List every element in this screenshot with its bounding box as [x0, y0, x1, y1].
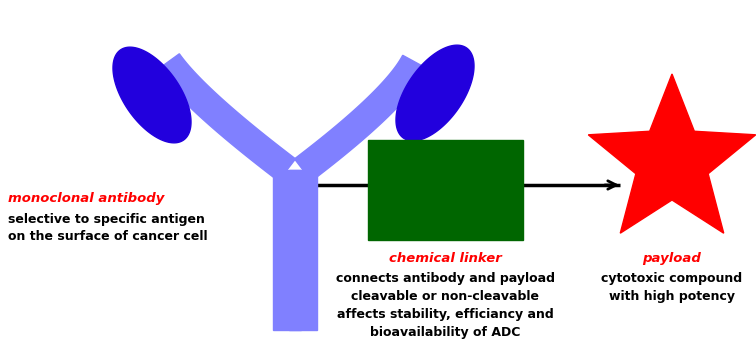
Bar: [368, 140, 523, 240]
Text: cytotoxic compound: cytotoxic compound: [602, 272, 742, 285]
Text: selective to specific antigen: selective to specific antigen: [8, 213, 205, 226]
Text: payload: payload: [643, 252, 702, 265]
Text: affects stability, efficiancy and: affects stability, efficiancy and: [336, 308, 553, 321]
Polygon shape: [295, 55, 427, 181]
Polygon shape: [113, 47, 191, 143]
Text: bioavailability of ADC: bioavailability of ADC: [370, 326, 520, 339]
Polygon shape: [156, 54, 296, 181]
Text: with high potency: with high potency: [609, 290, 735, 303]
Polygon shape: [273, 170, 301, 330]
Text: chemical linker: chemical linker: [389, 252, 501, 265]
Text: cleavable or non-cleavable: cleavable or non-cleavable: [351, 290, 539, 303]
Text: on the surface of cancer cell: on the surface of cancer cell: [8, 230, 208, 243]
Polygon shape: [396, 45, 474, 141]
Polygon shape: [289, 170, 317, 330]
Polygon shape: [588, 74, 756, 233]
Text: connects antibody and payload: connects antibody and payload: [336, 272, 554, 285]
Text: monoclonal antibody: monoclonal antibody: [8, 192, 164, 205]
